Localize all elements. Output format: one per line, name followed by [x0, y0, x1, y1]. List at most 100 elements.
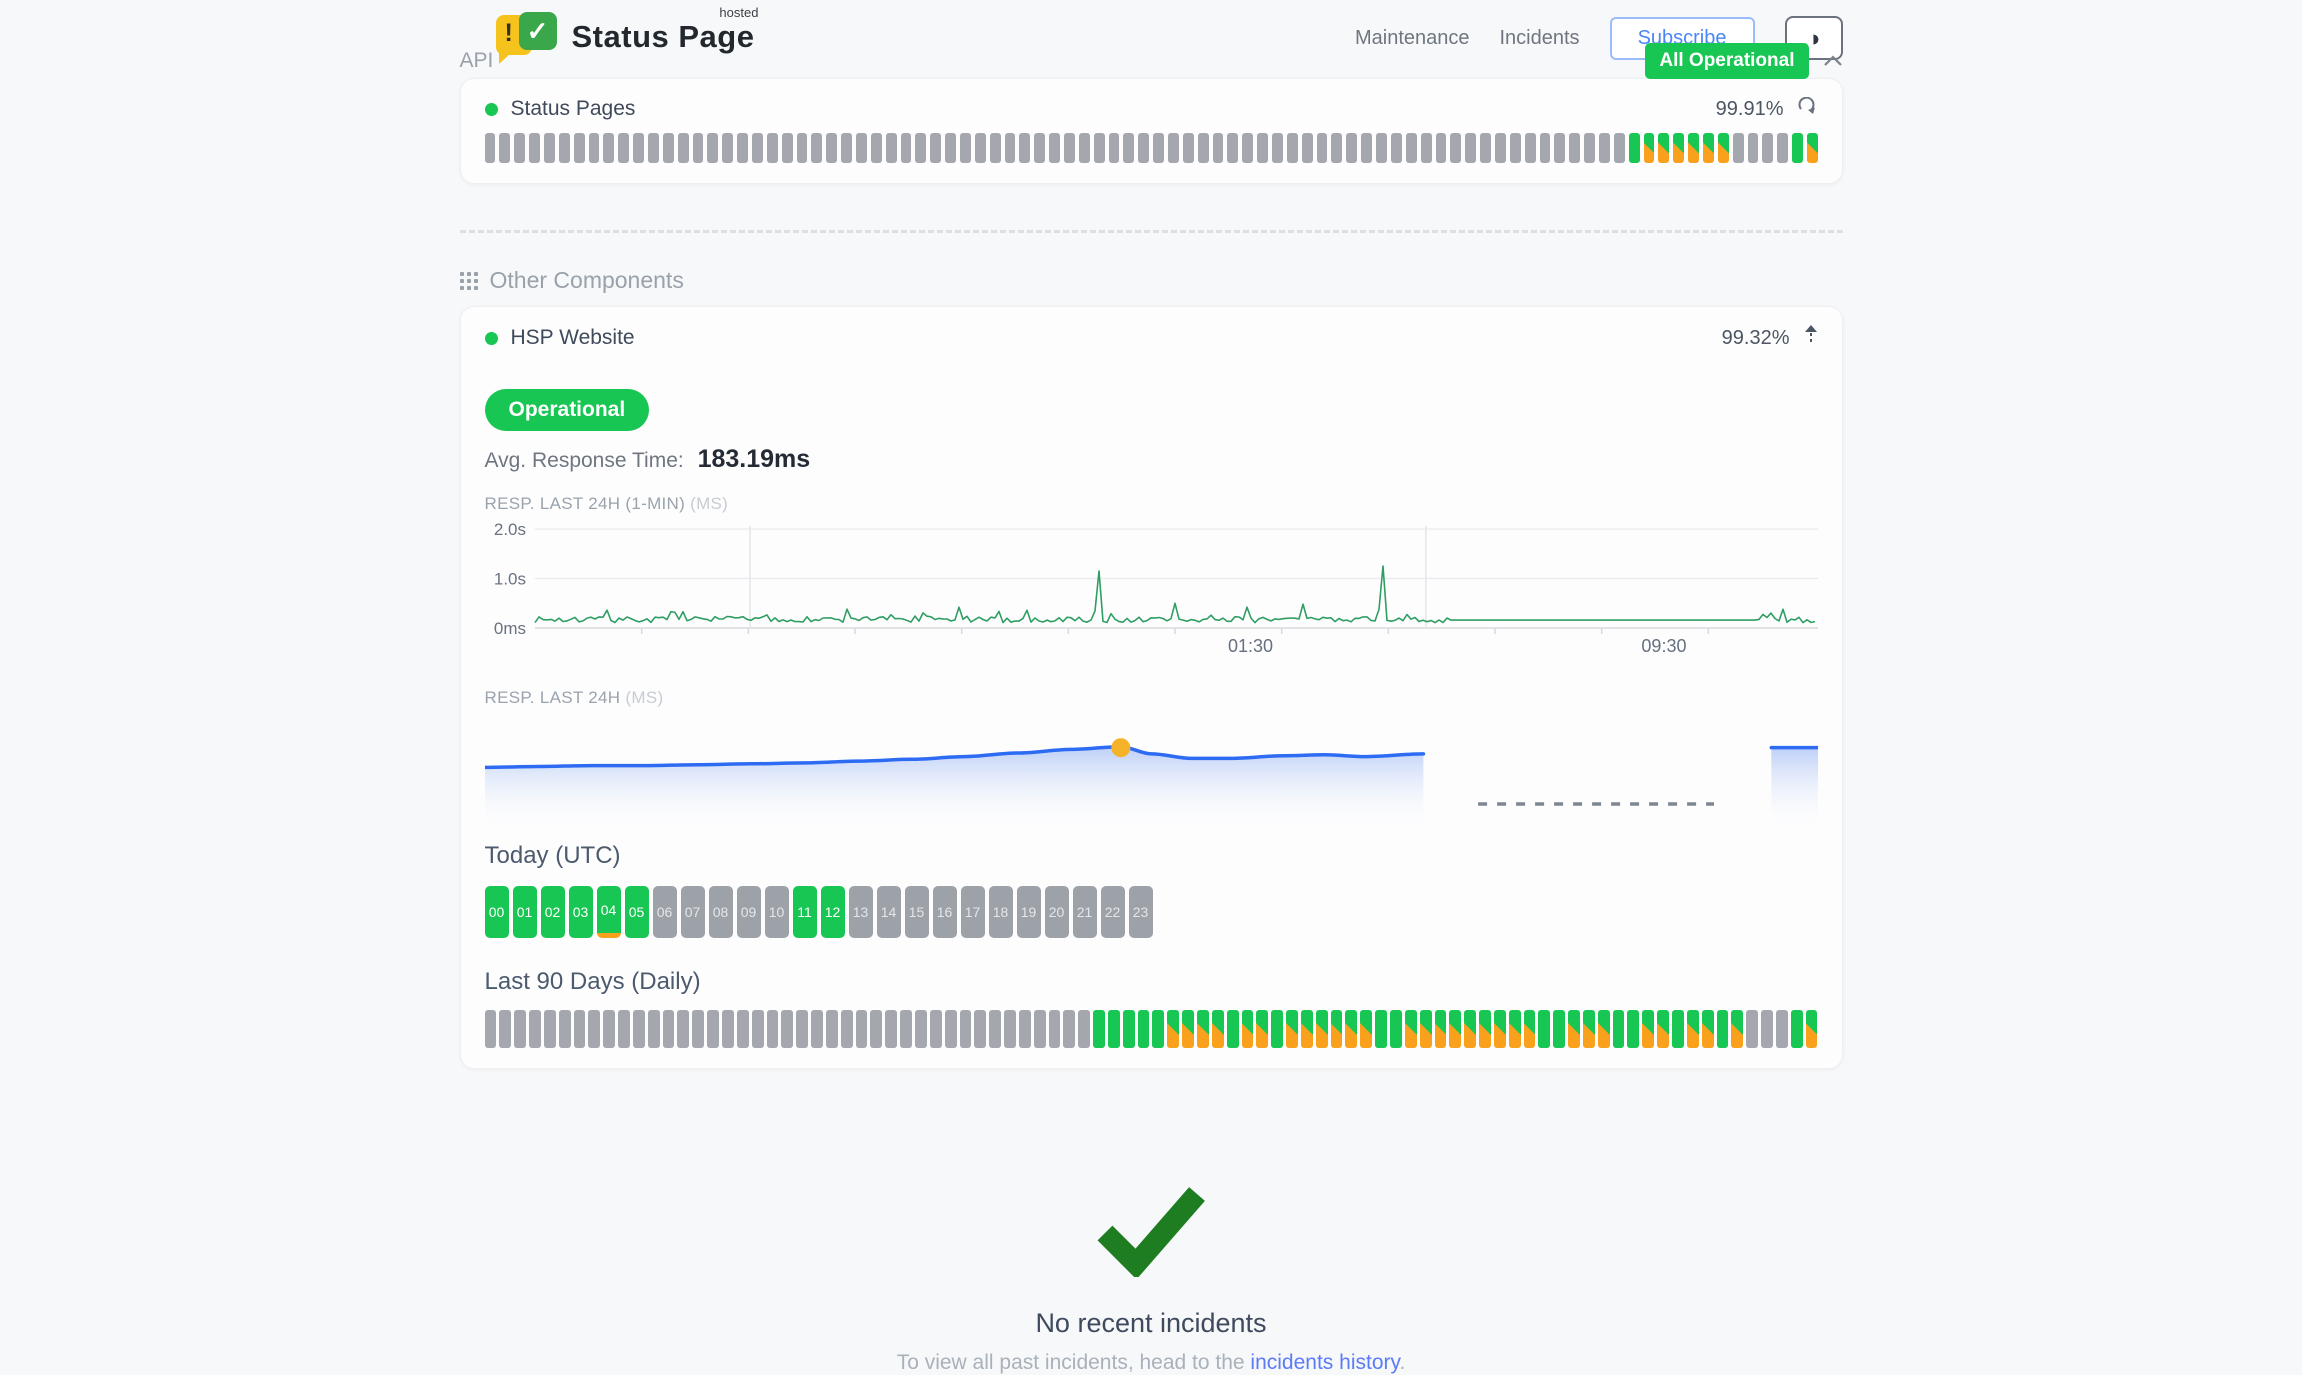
- uptime-bar[interactable]: [1049, 133, 1061, 163]
- uptime-bar[interactable]: [1331, 133, 1343, 163]
- uptime-bar[interactable]: [1494, 133, 1506, 163]
- uptime-bar[interactable]: [499, 133, 511, 163]
- uptime-bar[interactable]: [1775, 1010, 1788, 1048]
- uptime-bar[interactable]: [945, 133, 956, 163]
- uptime-bar[interactable]: [1777, 133, 1789, 163]
- uptime-bar[interactable]: [811, 133, 823, 163]
- uptime-bar[interactable]: [1137, 1010, 1150, 1048]
- uptime-bar[interactable]: [796, 133, 808, 163]
- hour-block-14[interactable]: 14: [876, 886, 901, 938]
- uptime-bar[interactable]: [1688, 133, 1699, 163]
- uptime-bar[interactable]: [618, 133, 630, 163]
- uptime-bar[interactable]: [1226, 1010, 1239, 1048]
- uptime-bar[interactable]: [1048, 1010, 1061, 1048]
- uptime-bar[interactable]: [1805, 1010, 1818, 1048]
- uptime-bar[interactable]: [1584, 133, 1595, 163]
- uptime-bar[interactable]: [870, 133, 882, 163]
- uptime-bar[interactable]: [781, 1010, 794, 1048]
- uptime-bar[interactable]: [1330, 1010, 1343, 1048]
- uptime-bar[interactable]: [1138, 133, 1150, 163]
- hour-block-23[interactable]: 23: [1128, 886, 1153, 938]
- uptime-bar[interactable]: [1004, 1010, 1016, 1048]
- hour-block-06[interactable]: 06: [652, 886, 677, 938]
- uptime-bar[interactable]: [1078, 133, 1090, 163]
- uptime-bar[interactable]: [1182, 133, 1194, 163]
- uptime-bar[interactable]: [914, 1010, 927, 1048]
- uptime-bar[interactable]: [1464, 1010, 1477, 1048]
- uptime-bar[interactable]: [930, 133, 942, 163]
- uptime-bar[interactable]: [855, 1010, 868, 1048]
- uptime-bar[interactable]: [1301, 133, 1313, 163]
- uptime-bar[interactable]: [484, 1010, 497, 1048]
- uptime-bar[interactable]: [588, 133, 600, 163]
- uptime-bar[interactable]: [1612, 1010, 1625, 1048]
- uptime-bar[interactable]: [1272, 133, 1283, 163]
- uptime-bar[interactable]: [751, 133, 763, 163]
- uptime-bar[interactable]: [1792, 133, 1803, 163]
- response-time-line-chart[interactable]: 2.0s 1.0s 0ms 01:30 09:30: [485, 522, 1818, 654]
- uptime-bar[interactable]: [766, 1010, 779, 1048]
- uptime-bar[interactable]: [1286, 133, 1298, 163]
- uptime-bar[interactable]: [707, 133, 719, 163]
- uptime-bar[interactable]: [543, 1010, 556, 1048]
- uptime-bar[interactable]: [618, 1010, 630, 1048]
- hour-block-16[interactable]: 16: [932, 886, 957, 938]
- uptime-bar[interactable]: [1315, 1010, 1328, 1048]
- uptime-bar[interactable]: [1093, 133, 1105, 163]
- uptime-bar[interactable]: [1004, 133, 1016, 163]
- uptime-bar[interactable]: [1093, 1010, 1105, 1048]
- uptime-bar[interactable]: [1300, 1010, 1313, 1048]
- uptime-bar[interactable]: [766, 133, 778, 163]
- uptime-bar[interactable]: [1747, 133, 1759, 163]
- hour-block-01[interactable]: 01: [512, 886, 537, 938]
- uptime-bar[interactable]: [1212, 133, 1224, 163]
- uptime-bar[interactable]: [915, 133, 927, 163]
- uptime-bar[interactable]: [692, 133, 704, 163]
- uptime-bar[interactable]: [603, 133, 615, 163]
- uptime-bar[interactable]: [662, 1010, 675, 1048]
- uptime-bar[interactable]: [1790, 1010, 1803, 1048]
- uptime-bar[interactable]: [736, 1010, 749, 1048]
- uptime-bar[interactable]: [1642, 1010, 1655, 1048]
- uptime-bar[interactable]: [514, 133, 526, 163]
- uptime-bar[interactable]: [1064, 133, 1075, 163]
- uptime-bar[interactable]: [588, 1010, 601, 1048]
- uptime-bar[interactable]: [573, 133, 585, 163]
- hour-block-04[interactable]: 04: [596, 886, 621, 938]
- uptime-bar[interactable]: [1389, 1010, 1402, 1048]
- uptime-bar[interactable]: [974, 1010, 987, 1048]
- hour-block-20[interactable]: 20: [1044, 886, 1069, 938]
- uptime-bar[interactable]: [1509, 133, 1521, 163]
- uptime-bar[interactable]: [870, 1010, 883, 1048]
- uptime-bar[interactable]: [1493, 1010, 1506, 1048]
- uptime-bar[interactable]: [1404, 1010, 1417, 1048]
- uptime-bar[interactable]: [1257, 133, 1269, 163]
- uptime-bar[interactable]: [1286, 1010, 1298, 1048]
- uptime-bar[interactable]: [1152, 1010, 1165, 1048]
- uptime-bar[interactable]: [1078, 1010, 1091, 1048]
- uptime-bar[interactable]: [1405, 133, 1417, 163]
- uptime-bar[interactable]: [633, 133, 644, 163]
- nav-incidents[interactable]: Incidents: [1499, 26, 1580, 49]
- uptime-bar[interactable]: [1033, 1010, 1046, 1048]
- uptime-bar[interactable]: [1761, 1010, 1773, 1048]
- uptime-bar[interactable]: [514, 1010, 527, 1048]
- uptime-bar[interactable]: [1597, 1010, 1610, 1048]
- uptime-bar[interactable]: [1806, 133, 1818, 163]
- uptime-bar[interactable]: [1731, 1010, 1744, 1048]
- uptime-bar[interactable]: [1346, 133, 1358, 163]
- uptime-bar[interactable]: [737, 133, 748, 163]
- uptime-bar[interactable]: [885, 133, 897, 163]
- uptime-bar[interactable]: [603, 1010, 616, 1048]
- uptime-bar[interactable]: [1376, 133, 1387, 163]
- hour-block-17[interactable]: 17: [960, 886, 985, 938]
- uptime-bar[interactable]: [1508, 1010, 1521, 1048]
- uptime-bar[interactable]: [825, 1010, 838, 1048]
- uptime-bar[interactable]: [1360, 1010, 1373, 1048]
- uptime-bar[interactable]: [929, 1010, 942, 1048]
- response-time-area-chart[interactable]: [484, 716, 1818, 828]
- uptime-bar[interactable]: [1197, 1010, 1209, 1048]
- uptime-bar[interactable]: [662, 133, 674, 163]
- uptime-bar[interactable]: [1582, 1010, 1595, 1048]
- uptime-bar[interactable]: [543, 133, 555, 163]
